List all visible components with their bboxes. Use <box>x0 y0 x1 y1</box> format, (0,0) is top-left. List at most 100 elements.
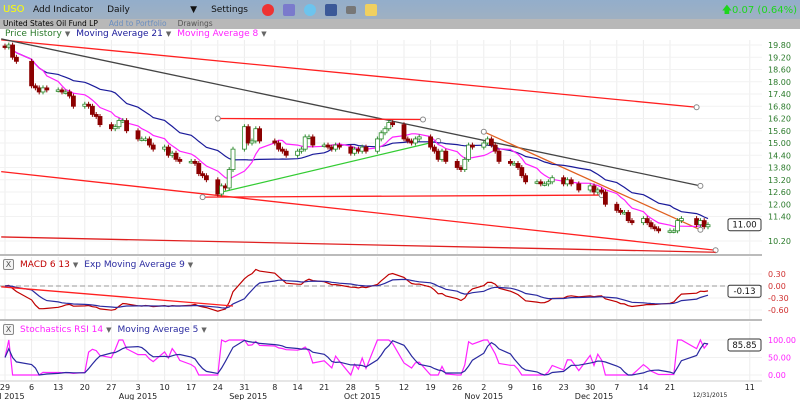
legend-stoch-rsi[interactable]: Stochastics RSI 14 <box>20 324 104 335</box>
legend-price-history[interactable]: Price History <box>5 29 62 39</box>
candle <box>302 134 308 152</box>
candle-body <box>431 146 437 152</box>
candle <box>298 146 304 154</box>
y-tick-label: 19.20 <box>768 53 791 62</box>
candle <box>97 114 103 128</box>
candle <box>515 160 521 170</box>
candle <box>644 216 650 226</box>
candle <box>203 173 209 183</box>
candle <box>310 134 316 148</box>
book-icon[interactable] <box>282 3 295 16</box>
chevron-down-icon[interactable]: ▼ <box>261 30 267 38</box>
candle <box>405 136 411 144</box>
x-month-label: Aug 2015 <box>119 392 158 400</box>
y-tick-label: 18.00 <box>768 78 791 87</box>
trendline-handle <box>420 116 426 123</box>
candle <box>462 156 468 173</box>
chevron-down-icon[interactable]: ▼ <box>187 260 194 269</box>
alarm-clock-icon[interactable] <box>261 3 274 16</box>
candle-body <box>386 122 392 130</box>
y-tick-label: 14.40 <box>768 151 791 160</box>
candle-body <box>507 160 513 164</box>
trendline <box>217 117 424 121</box>
drawings-link[interactable]: Drawings <box>177 19 213 28</box>
value-box-text: 85.85 <box>732 341 756 351</box>
candle <box>390 120 396 128</box>
chevron-down-icon[interactable]: ▼ <box>72 260 79 269</box>
x-tick-label: 26 <box>452 383 462 392</box>
candle <box>44 85 50 93</box>
candle <box>245 124 251 146</box>
ma21-line <box>4 45 709 220</box>
x-tick-label: 19 <box>426 383 436 392</box>
twitter-icon[interactable] <box>303 3 316 16</box>
camera-icon[interactable] <box>345 5 356 14</box>
candle-body <box>192 160 198 164</box>
candle-body <box>701 220 707 228</box>
candle <box>173 150 179 162</box>
interval-select[interactable]: Daily ▼ <box>107 5 197 15</box>
x-month-label: Jul 2015 <box>0 392 25 400</box>
candle-body <box>302 136 308 150</box>
candle-body <box>355 148 361 152</box>
candle <box>325 142 331 150</box>
candle-body <box>116 120 122 128</box>
stoch-current-value: 85.85 <box>727 338 762 352</box>
add-to-portfolio-link[interactable]: Add to Portfolio <box>108 19 167 28</box>
macd-y-tick: -0.60 <box>768 306 789 315</box>
settings-button[interactable]: Settings <box>211 4 248 15</box>
stoch-ma5-line <box>4 339 709 376</box>
macd-y-tick: -0.30 <box>768 294 789 303</box>
candle <box>648 220 654 230</box>
macd-y-tick: 0.00 <box>768 282 786 291</box>
facebook-icon[interactable] <box>324 3 337 16</box>
close-stoch-button[interactable]: X <box>3 324 14 335</box>
candle-body <box>416 136 422 140</box>
chevron-down-icon[interactable]: ▼ <box>64 30 71 38</box>
legend-ema9[interactable]: Exp Moving Average 9 <box>84 259 185 270</box>
y-tick-label: 19.80 <box>768 41 791 50</box>
candle <box>249 138 255 146</box>
candle <box>507 158 513 166</box>
candle <box>671 228 677 234</box>
candle-body <box>679 218 684 222</box>
stoch-y-tick: 100.00 <box>768 336 796 345</box>
chevron-down-icon: ▼ <box>190 4 198 15</box>
candle-body <box>401 124 407 140</box>
trendline-handle <box>697 226 704 233</box>
candle-body <box>652 226 658 230</box>
legend-macd[interactable]: MACD 6 13 <box>20 259 70 270</box>
chevron-down-icon[interactable]: ▼ <box>201 325 207 334</box>
candle-body <box>93 114 99 117</box>
last-date-label: 12/31/2015 <box>693 392 728 399</box>
legend-ma21[interactable]: Moving Average 21 <box>76 29 163 39</box>
candle-body <box>188 160 194 164</box>
trendline <box>1 39 697 108</box>
candle <box>67 89 72 99</box>
add-indicator-button[interactable]: Add Indicator <box>33 4 94 15</box>
candle-body <box>283 150 289 156</box>
legend-ma8[interactable]: Moving Average 8 <box>177 29 259 39</box>
candle <box>549 175 555 185</box>
candle <box>374 136 380 154</box>
candle <box>276 140 282 152</box>
x-tick-label: 13 <box>53 383 63 392</box>
legend-ma5[interactable]: Moving Average 5 <box>117 324 199 335</box>
chevron-down-icon[interactable]: ▼ <box>106 325 112 334</box>
candle-body <box>245 126 251 144</box>
candle-body <box>561 177 566 185</box>
candle <box>599 187 604 195</box>
candle-body <box>29 60 35 87</box>
chevron-down-icon[interactable]: ▼ <box>165 30 172 38</box>
candle-body <box>215 179 221 195</box>
y-tick-label: 17.40 <box>768 90 791 99</box>
candle-body <box>466 144 472 160</box>
candle <box>382 126 388 136</box>
candle-body <box>648 222 654 228</box>
sticky-note-icon[interactable] <box>364 3 377 16</box>
candle-body <box>310 136 316 146</box>
candle-body <box>279 148 285 152</box>
candle <box>705 222 711 230</box>
close-macd-button[interactable]: X <box>3 259 14 270</box>
